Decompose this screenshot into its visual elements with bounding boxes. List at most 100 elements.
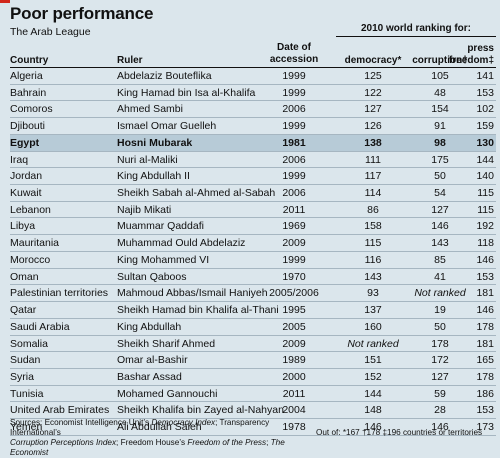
cell-corruption: 127 [431,203,449,216]
cell-country: Mauritania [10,237,60,250]
cell-country: Jordan [10,170,43,183]
cell-date: 2006 [282,103,306,116]
col-header-democracy: democracy* [344,55,402,66]
table-row: Bahrain King Hamad bin Isa al-Khalifa 1999… [10,85,496,102]
sources-note: Sources: Economist Intelligence Unit’s D… [10,418,310,458]
cell-ruler: Sheikh Sharif Ahmed [117,337,216,350]
cell-democracy: 144 [364,387,382,400]
cell-democracy: 93 [367,287,379,300]
cell-date: 2006 [282,187,306,200]
col-header-date-line1: Date of [277,42,311,53]
cell-ruler: Ali Abdullah Saleh [117,421,202,434]
cell-date: 1999 [282,170,306,183]
cell-press: 181 [476,337,494,350]
cell-date: 2009 [282,337,306,350]
cell-ruler: Sheikh Sabah al-Ahmed al-Sabah [117,187,276,200]
cell-country: Syria [10,370,34,383]
cell-ruler: Hosni Mubarak [117,136,193,149]
cell-date: 1999 [282,253,306,266]
table-row: Lebanon Najib Mikati 2011 86 127 115 [10,202,496,219]
col-header-ruler: Ruler [117,55,143,66]
cell-press: 146 [476,304,494,317]
cell-corruption: 28 [434,404,446,417]
cell-press: 165 [476,354,494,367]
cell-corruption: 172 [431,354,449,367]
cell-democracy: 138 [364,136,382,149]
col-header-date: Date of accession [262,42,326,66]
cell-press: 173 [476,421,494,434]
cell-ruler: Bashar Assad [117,370,182,383]
table-row: Comoros Ahmed Sambi 2006 127 154 102 [10,101,496,119]
cell-date: 1999 [282,86,306,99]
col-header-date-line2: accession [269,54,319,65]
cell-press: 146 [476,253,494,266]
table-row: Egypt Hosni Mubarak 1981 138 98 130 [10,134,496,152]
cell-country: United Arab Emirates [10,404,110,417]
cell-corruption: 41 [434,270,446,283]
cell-country: Djibouti [10,120,46,133]
cell-press: 141 [476,70,494,82]
cell-democracy: 146 [364,421,382,434]
cell-country: Bahrain [10,86,47,99]
table-row: Djibouti Ismael Omar Guelleh 1999 126 91 159 [10,118,496,135]
cell-country: Morocco [10,253,51,266]
col-header-country: Country [10,55,49,66]
cell-ruler: Sheikh Khalifa bin Zayed al-Nahyan [117,404,284,417]
table-row: United Arab Emirates Sheikh Khalifa bin Z… [10,402,496,420]
cell-corruption: 154 [431,103,449,116]
col-header-press: press freedom‡ [446,43,494,67]
cell-press: 102 [476,103,494,116]
cell-press: 130 [476,136,494,149]
cell-democracy: 117 [364,170,382,183]
cell-press: 115 [477,203,494,216]
cell-date: 2009 [282,237,306,250]
group-underline [336,36,496,37]
cell-democracy: 126 [364,120,382,133]
cell-democracy: 148 [364,404,382,417]
cell-ruler: King Abdullah [117,320,182,333]
cell-press: 178 [476,320,494,333]
cell-democracy: 160 [364,320,382,333]
cell-date: 1999 [282,70,306,82]
table-row: Algeria Abdelaziz Bouteflika 1999 125 105 141 [10,68,496,85]
table-row: Qatar Sheikh Hamad bin Khalifa al-Thani 19… [10,302,496,319]
cell-corruption: 19 [434,304,446,317]
cell-date: 2011 [282,203,306,216]
cell-corruption: 178 [431,337,449,350]
sources-mid3: ; [266,438,271,447]
cell-press: 192 [476,220,494,233]
cell-country: Tunisia [10,387,44,400]
cell-press: 186 [476,387,494,400]
header-rule [10,67,496,68]
cell-democracy: 137 [364,304,382,317]
cell-democracy: 152 [364,370,382,383]
cell-democracy: 115 [364,237,382,250]
cell-democracy: 122 [364,86,382,99]
cell-corruption: 50 [434,320,446,333]
cell-press: 153 [476,404,494,417]
cell-country: Oman [10,270,39,283]
table-row: Tunisia Mohamed Gannouchi 2011 144 59 186 [10,386,496,403]
cell-press: 140 [476,170,494,183]
table-row: Sudan Omar al-Bashir 1989 151 172 165 [10,352,496,369]
cell-corruption: 146 [431,220,449,233]
cell-date: 2011 [282,387,306,400]
cell-date: 2006 [282,153,306,166]
cell-date: 2005/2006 [269,287,319,300]
cell-country: Yemen [10,421,43,434]
table-row: Somalia Sheikh Sharif Ahmed 2009 Not ranked… [10,336,496,353]
table-row: Iraq Nuri al-Maliki 2006 111 175 144 [10,152,496,169]
cell-date: 1969 [282,220,306,233]
cell-ruler: Ismael Omar Guelleh [117,120,217,133]
cell-press: 153 [476,270,494,283]
cell-ruler: Mahmoud Abbas/Ismail Haniyeh [117,287,268,300]
cell-country: Sudan [10,354,41,367]
table-row: Kuwait Sheikh Sabah al-Ahmed al-Sabah 2006… [10,185,496,202]
page-title: Poor performance [10,4,154,23]
table-row: Palestinian territories Mahmoud Abbas/Ism… [10,285,496,303]
page-subtitle: The Arab League [10,26,91,38]
cell-ruler: Muhammad Ould Abdelaziz [117,237,246,250]
footnote: Out of: *167 †178 ‡196 countries or terr… [316,428,483,437]
cell-ruler: Mohamed Gannouchi [117,387,218,400]
cell-country: Palestinian territories [10,287,109,300]
